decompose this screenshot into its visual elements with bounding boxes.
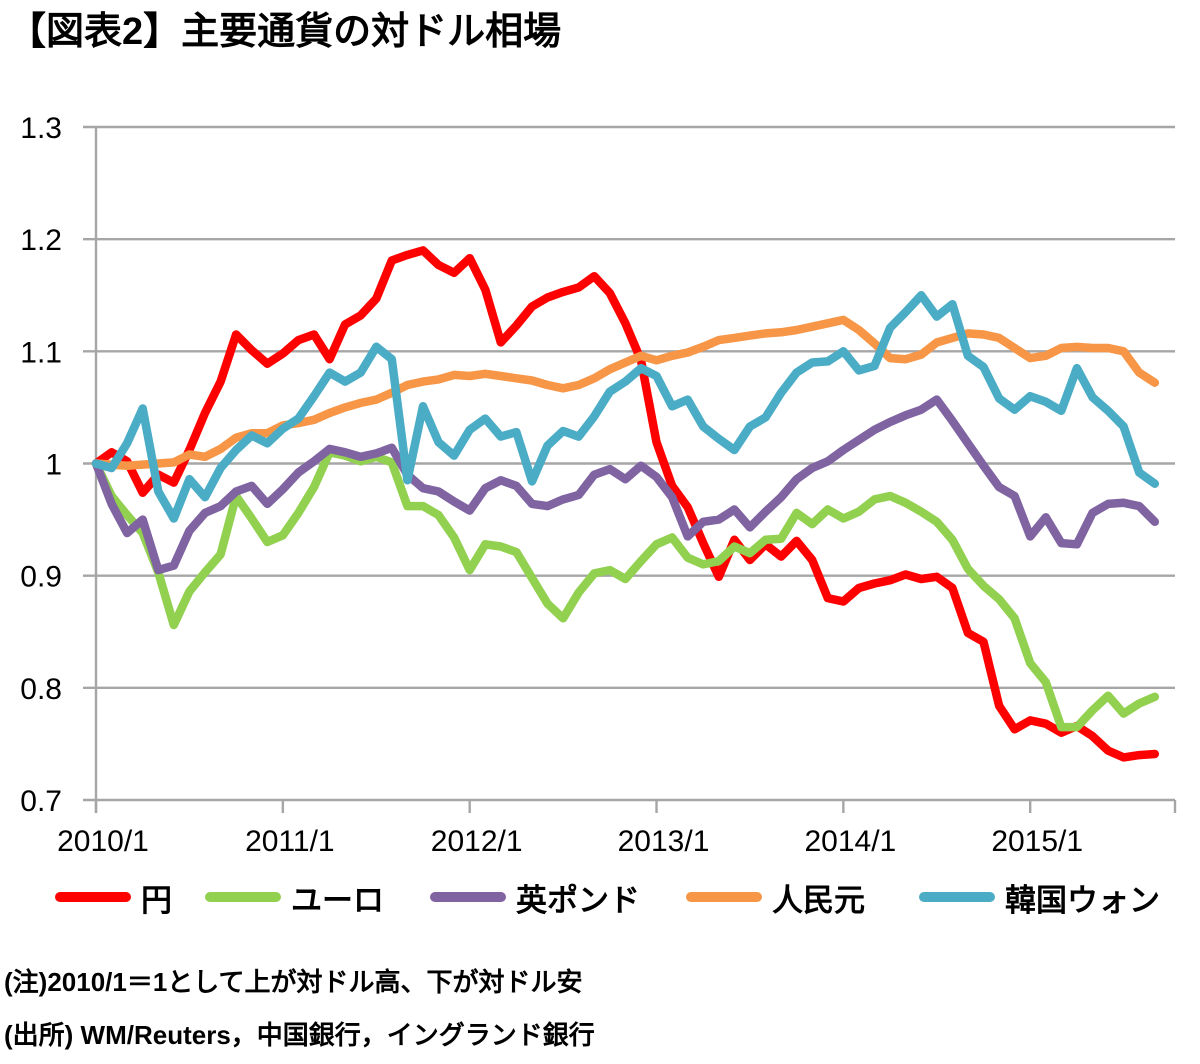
- legend-label-krw: 韓国ウォン: [1005, 882, 1160, 918]
- krw-line-swatch-icon: [919, 892, 995, 902]
- chart-legend: 円 ユーロ 英ポンド 人民元 韓国ウォン: [0, 872, 1200, 922]
- x-axis-tick-label: 2011/1: [245, 825, 335, 858]
- x-axis-tick-label: 2014/1: [804, 825, 896, 858]
- series-line-cny: [91, 315, 1160, 470]
- legend-label-cny: 人民元: [772, 882, 865, 918]
- y-axis-tick-label: 0.9: [20, 561, 62, 594]
- gbp-line-swatch-icon: [430, 892, 506, 902]
- legend-label-yen: 円: [141, 882, 172, 918]
- legend-item-yen: 円: [55, 872, 172, 922]
- cny-line-swatch-icon: [686, 892, 762, 902]
- series-line-yen: [91, 246, 1160, 762]
- chart-title: 【図表2】主要通貨の対ドル相場: [8, 11, 562, 53]
- legend-item-cny: 人民元: [686, 872, 865, 922]
- y-axis-tick-label: 1.1: [20, 336, 62, 369]
- y-axis-tick-label: 1.2: [20, 224, 62, 257]
- x-axis-tick-label: 2010/1: [57, 825, 149, 858]
- chart-notes: (注)2010/1＝1として上が対ドル高、下が対ドル安 (出所) WM/Reut…: [4, 956, 595, 1062]
- legend-label-euro: ユーロ: [291, 882, 384, 918]
- euro-line-swatch-icon: [205, 892, 281, 902]
- x-axis-tick-label: 2013/1: [618, 825, 710, 858]
- legend-item-euro: ユーロ: [205, 872, 384, 922]
- legend-label-gbp: 英ポンド: [516, 882, 640, 918]
- y-axis-tick-label: 0.8: [20, 673, 62, 706]
- y-axis-tick-label: 1: [45, 449, 62, 482]
- note-source: (出所) WM/Reuters，中国銀行，イングランド銀行: [4, 1020, 595, 1050]
- yen-line-swatch-icon: [55, 892, 131, 902]
- plot-area: 1.3 1.2 1.1 1 0.9 0.8 0.7 2010/1 2011/1 2012/1 201…: [20, 112, 1177, 858]
- x-axis-tick-label: 2012/1: [431, 825, 523, 858]
- legend-item-krw: 韓国ウォン: [919, 872, 1160, 922]
- series-line-krw: [91, 291, 1160, 523]
- y-axis-tick-label: 0.7: [20, 785, 62, 818]
- x-axis-tick-label: 2015/1: [991, 825, 1083, 858]
- series-line-euro: [91, 448, 1160, 732]
- note-definition: (注)2010/1＝1として上が対ドル高、下が対ドル安: [4, 967, 583, 997]
- y-axis-tick-label: 1.3: [20, 112, 62, 145]
- legend-item-gbp: 英ポンド: [430, 872, 640, 922]
- series-line-gbp: [91, 395, 1160, 575]
